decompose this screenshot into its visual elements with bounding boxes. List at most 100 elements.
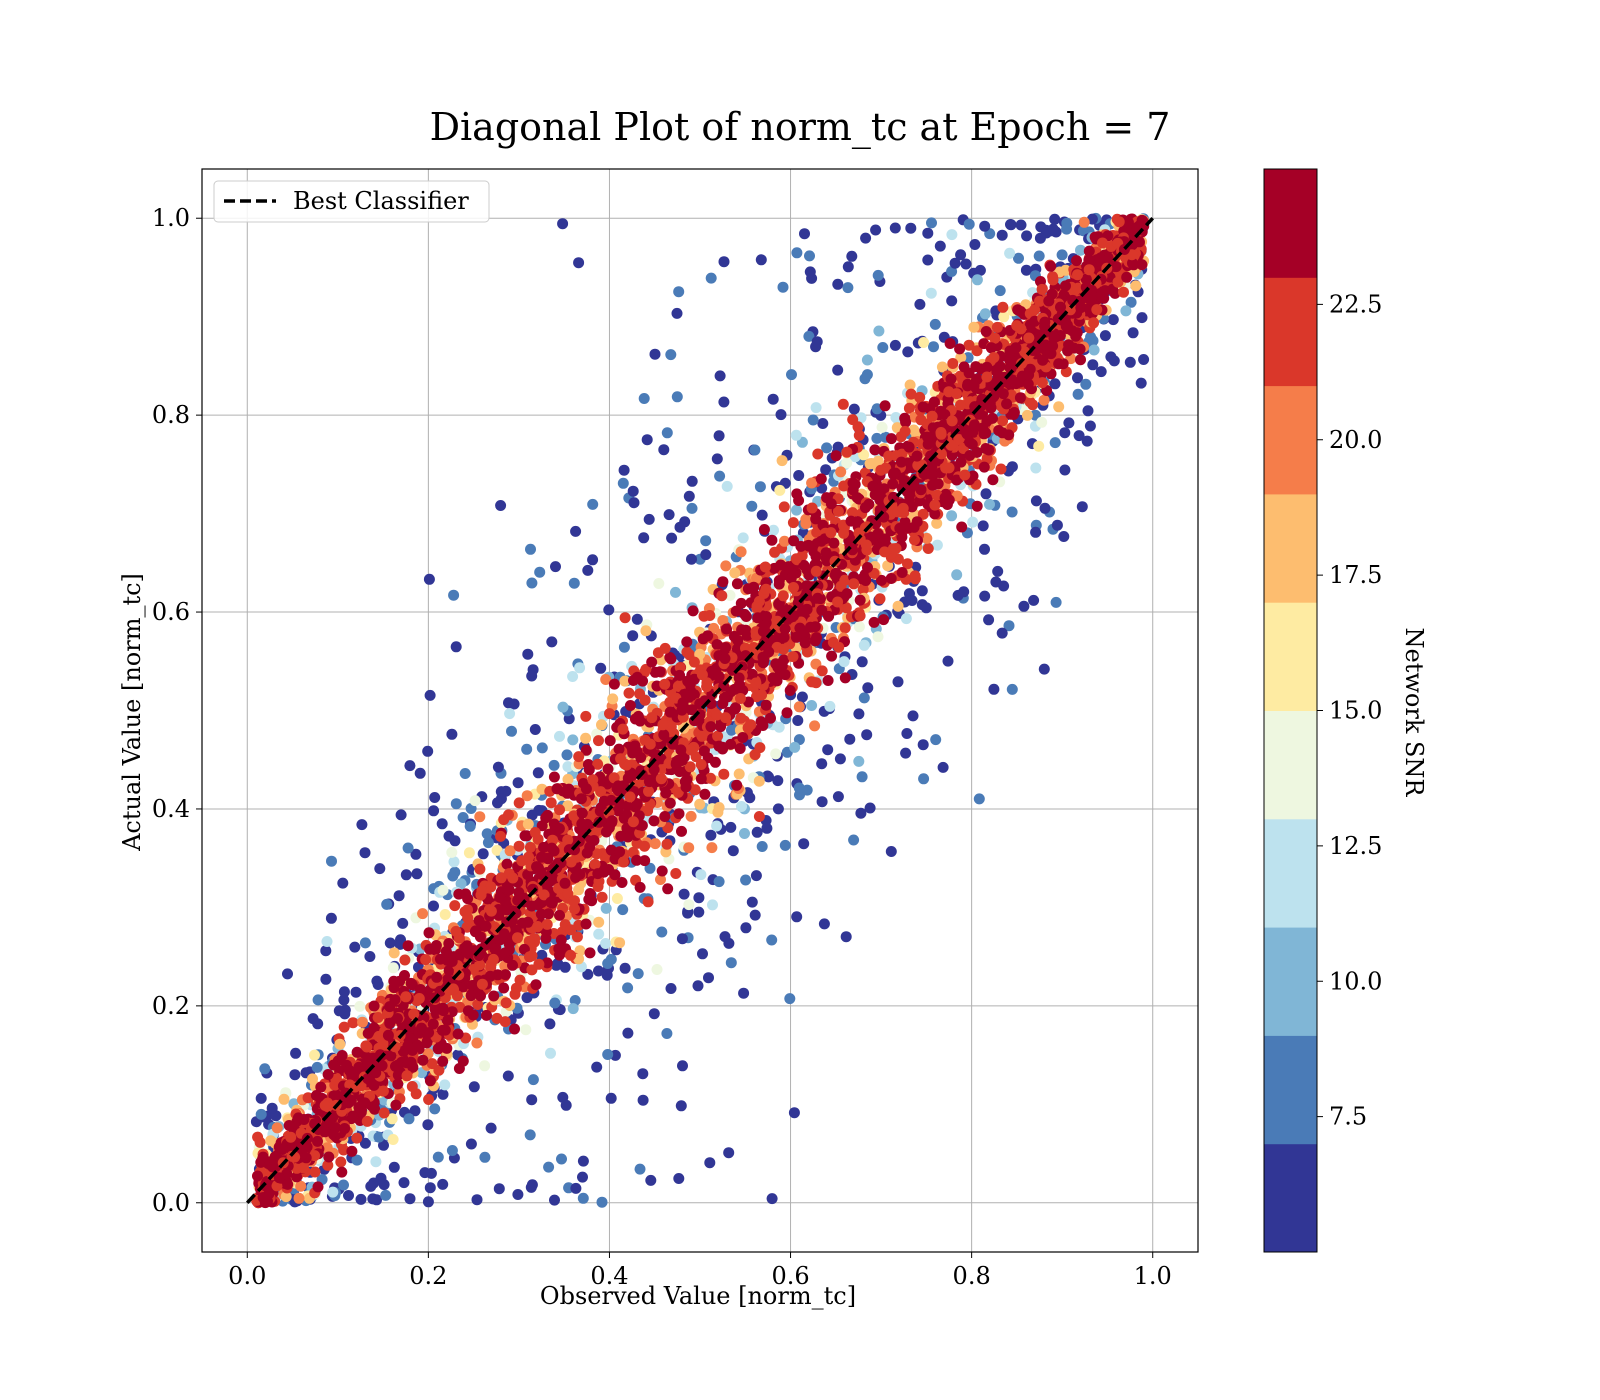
data-point: [684, 761, 696, 773]
data-point: [870, 224, 882, 236]
data-point: [514, 974, 526, 986]
data-point: [693, 906, 705, 918]
data-point: [1006, 683, 1018, 695]
data-point: [429, 792, 441, 803]
data-point: [979, 220, 991, 232]
data-point: [1020, 264, 1032, 276]
data-point: [799, 637, 811, 649]
data-point: [855, 807, 867, 819]
data-point: [562, 761, 574, 773]
data-point: [1063, 417, 1075, 429]
data-point: [365, 1180, 377, 1192]
data-point: [765, 712, 776, 724]
data-point: [492, 761, 504, 773]
data-point: [593, 965, 604, 977]
data-point: [740, 922, 752, 934]
data-point: [596, 1196, 608, 1208]
data-point: [403, 1113, 415, 1125]
data-point: [529, 724, 541, 735]
data-point: [735, 546, 747, 558]
data-point: [1060, 264, 1072, 276]
data-point: [726, 724, 737, 736]
data-point: [468, 1081, 480, 1093]
data-point: [562, 773, 574, 785]
data-point: [714, 470, 726, 482]
data-point: [1072, 388, 1084, 400]
data-point: [848, 403, 860, 415]
data-point: [474, 811, 486, 823]
data-point: [978, 461, 990, 473]
data-point: [856, 656, 868, 668]
data-point: [1039, 502, 1051, 514]
data-point: [477, 848, 489, 860]
data-point: [481, 1009, 492, 1021]
data-point: [806, 700, 818, 711]
data-point: [1029, 409, 1041, 421]
data-point: [671, 307, 683, 319]
data-point: [547, 834, 558, 846]
data-point: [462, 1005, 474, 1017]
data-point: [439, 909, 451, 920]
data-point: [643, 785, 654, 797]
data-point: [290, 1047, 302, 1059]
data-point: [687, 605, 699, 617]
data-point: [963, 339, 975, 351]
data-point: [1087, 359, 1099, 371]
data-point: [868, 616, 880, 628]
data-point: [718, 768, 730, 780]
data-point: [360, 1040, 372, 1052]
data-point: [869, 444, 881, 456]
data-point: [327, 1186, 339, 1198]
data-point: [751, 826, 763, 838]
data-point: [492, 797, 503, 809]
data-point: [860, 232, 872, 244]
data-point: [622, 1027, 634, 1039]
data-point: [1047, 223, 1059, 235]
data-point: [926, 217, 937, 229]
data-point: [325, 912, 337, 924]
data-point: [853, 621, 865, 633]
data-point: [634, 881, 646, 893]
data-point: [548, 759, 560, 771]
data-point: [271, 1122, 283, 1134]
data-point: [543, 1161, 555, 1173]
data-point: [873, 325, 885, 337]
data-point: [676, 933, 688, 945]
data-point: [946, 266, 958, 277]
data-point: [333, 1005, 345, 1017]
data-point: [398, 1177, 410, 1189]
data-point: [673, 1173, 685, 1184]
data-point: [661, 838, 673, 850]
data-point: [844, 733, 856, 745]
data-point: [516, 855, 528, 867]
data-point: [724, 589, 736, 601]
data-point: [465, 1138, 477, 1150]
data-point: [503, 809, 514, 821]
data-point: [914, 391, 926, 403]
data-point: [946, 229, 958, 241]
data-point: [1030, 526, 1042, 538]
data-point: [1084, 420, 1096, 432]
data-point: [720, 642, 732, 654]
data-point: [450, 641, 462, 653]
data-point: [259, 1063, 271, 1075]
data-point: [799, 228, 810, 240]
data-point: [695, 869, 707, 881]
data-point: [955, 352, 967, 363]
data-point: [1075, 244, 1086, 256]
data-point: [565, 949, 576, 961]
data-point: [917, 508, 929, 520]
plot-area: 0.0 0.2 0.4 0.6 0.8 1.00.00.20.40.60.81.0: [152, 168, 1199, 1290]
data-point: [622, 982, 634, 994]
data-point: [422, 1196, 434, 1208]
data-point: [649, 838, 661, 850]
data-point: [404, 1193, 416, 1205]
data-point: [380, 1189, 392, 1201]
data-point: [423, 1094, 435, 1105]
data-point: [778, 654, 790, 666]
data-point: [818, 918, 830, 930]
data-point: [437, 1088, 449, 1100]
y-tick-label: 0.0: [152, 1189, 190, 1217]
data-point: [675, 1100, 687, 1112]
data-point: [320, 973, 332, 985]
